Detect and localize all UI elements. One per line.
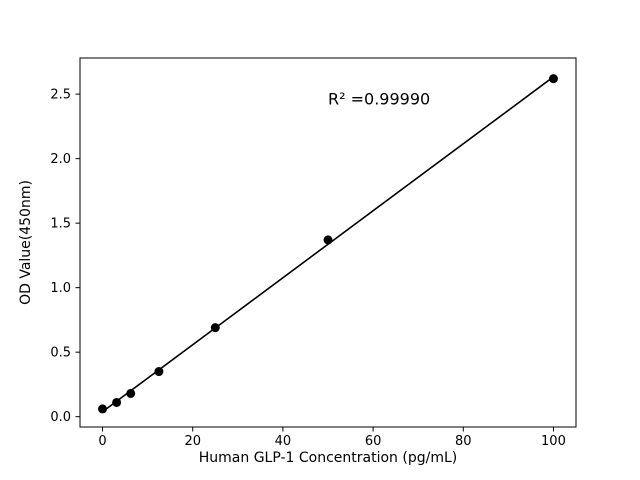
x-tick-label: 0 <box>98 434 106 449</box>
data-point <box>154 367 164 377</box>
data-point <box>548 74 558 84</box>
data-point <box>126 388 136 398</box>
x-axis-label: Human GLP-1 Concentration (pg/mL) <box>199 450 457 466</box>
y-tick-label: 0.0 <box>50 410 71 425</box>
y-axis-label: OD Value(450nm) <box>18 180 34 305</box>
x-tick-label: 20 <box>184 434 201 449</box>
data-point <box>98 404 108 414</box>
y-tick-label: 2.0 <box>50 152 71 167</box>
r-squared-annotation: R² =0.99990 <box>328 89 430 108</box>
x-tick-label: 100 <box>541 434 566 449</box>
data-point <box>210 323 220 333</box>
y-tick-label: 0.5 <box>50 346 71 361</box>
y-tick-label: 1.5 <box>50 217 71 232</box>
y-tick-label: 2.5 <box>50 88 71 103</box>
data-point <box>323 235 333 245</box>
x-tick-label: 40 <box>275 434 292 449</box>
y-tick-label: 1.0 <box>50 281 71 296</box>
x-tick-label: 80 <box>455 434 472 449</box>
data-point <box>112 397 122 407</box>
x-tick-label: 60 <box>365 434 382 449</box>
axes-frame <box>79 57 577 428</box>
